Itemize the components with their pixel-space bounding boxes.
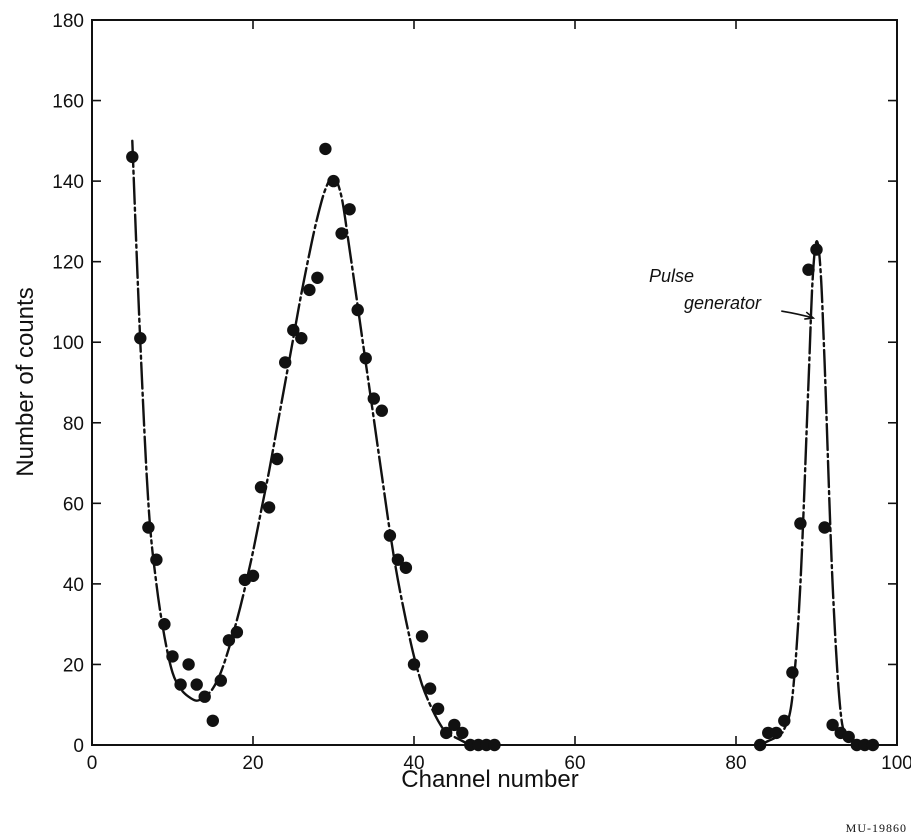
data-point [391, 553, 405, 566]
data-point [753, 738, 767, 752]
data-point [818, 521, 831, 534]
y-tick-label: 120 [52, 253, 84, 274]
data-point [246, 569, 260, 582]
data-point [866, 738, 880, 752]
data-point [794, 517, 807, 530]
data-point [842, 730, 855, 744]
x-tick-label: 20 [242, 753, 263, 774]
data-point [295, 332, 308, 345]
data-point [254, 481, 268, 494]
data-point [456, 726, 469, 740]
data-point [375, 404, 388, 417]
y-tick-label: 40 [63, 575, 84, 596]
data-point [206, 714, 219, 727]
fit-curves [131, 139, 875, 747]
data-point [182, 658, 195, 671]
data-point [262, 501, 276, 514]
y-tick-label: 180 [52, 11, 84, 32]
x-tick-label: 60 [564, 753, 585, 774]
data-point [440, 726, 453, 740]
data-point [158, 618, 171, 631]
data-point [431, 702, 445, 715]
fit-curve-1 [131, 139, 496, 747]
data-point [810, 243, 823, 256]
data-point [826, 718, 839, 732]
x-tick-label: 80 [725, 753, 746, 774]
data-point [770, 726, 783, 740]
data-point [319, 142, 332, 156]
data-point [287, 323, 300, 337]
y-tick-label: 0 [73, 736, 84, 757]
y-tick-label: 160 [52, 92, 84, 113]
y-tick-label: 20 [63, 655, 84, 676]
data-point [351, 303, 364, 317]
y-tick-label: 140 [52, 172, 84, 193]
x-axis-title: Channel number [401, 766, 578, 793]
annotation-line-2: generator [684, 293, 762, 313]
data-point [126, 150, 139, 164]
data-point [488, 738, 501, 752]
data-point [166, 650, 179, 663]
annotation-arrow [781, 310, 816, 320]
y-tick-label: 60 [63, 494, 84, 515]
data-point [134, 332, 147, 345]
data-point [142, 521, 155, 534]
x-tick-label: 100 [881, 753, 911, 774]
data-point [423, 682, 437, 695]
data-point [279, 356, 292, 369]
fit-curve-2 [758, 240, 875, 747]
data-point [327, 174, 340, 188]
data-point [174, 678, 187, 691]
data-point [415, 630, 429, 643]
data-point [778, 714, 791, 727]
data-point [399, 561, 413, 574]
data-point [407, 658, 421, 671]
data-point [802, 263, 815, 276]
data-point [786, 666, 799, 679]
y-axis-title: Number of counts [12, 287, 39, 476]
data-point [335, 227, 348, 240]
y-tick-label: 80 [63, 414, 84, 435]
data-point [448, 718, 461, 732]
data-point [311, 271, 324, 284]
data-point [214, 674, 227, 687]
y-tick-label: 100 [52, 333, 84, 354]
x-tick-label: 0 [87, 753, 98, 774]
data-point [222, 634, 236, 647]
tick-labels: 0 20 40 60 80 100 0 20 40 60 80 100 120 140 160 180 [52, 11, 911, 774]
data-point [190, 678, 203, 691]
data-point [270, 452, 284, 466]
data-points [126, 142, 880, 752]
data-point [198, 690, 211, 703]
data-point [303, 283, 316, 297]
data-point [343, 203, 356, 216]
data-point [230, 626, 244, 639]
figure-id: MU-19860 [846, 821, 907, 835]
x-tick-label: 40 [403, 753, 424, 774]
data-point [150, 553, 163, 566]
annotation-line-1: Pulse [649, 266, 694, 286]
plot-frame [91, 19, 898, 746]
data-point [383, 529, 397, 542]
data-point [359, 352, 372, 365]
plot-axes [91, 19, 898, 746]
data-point [367, 392, 380, 405]
